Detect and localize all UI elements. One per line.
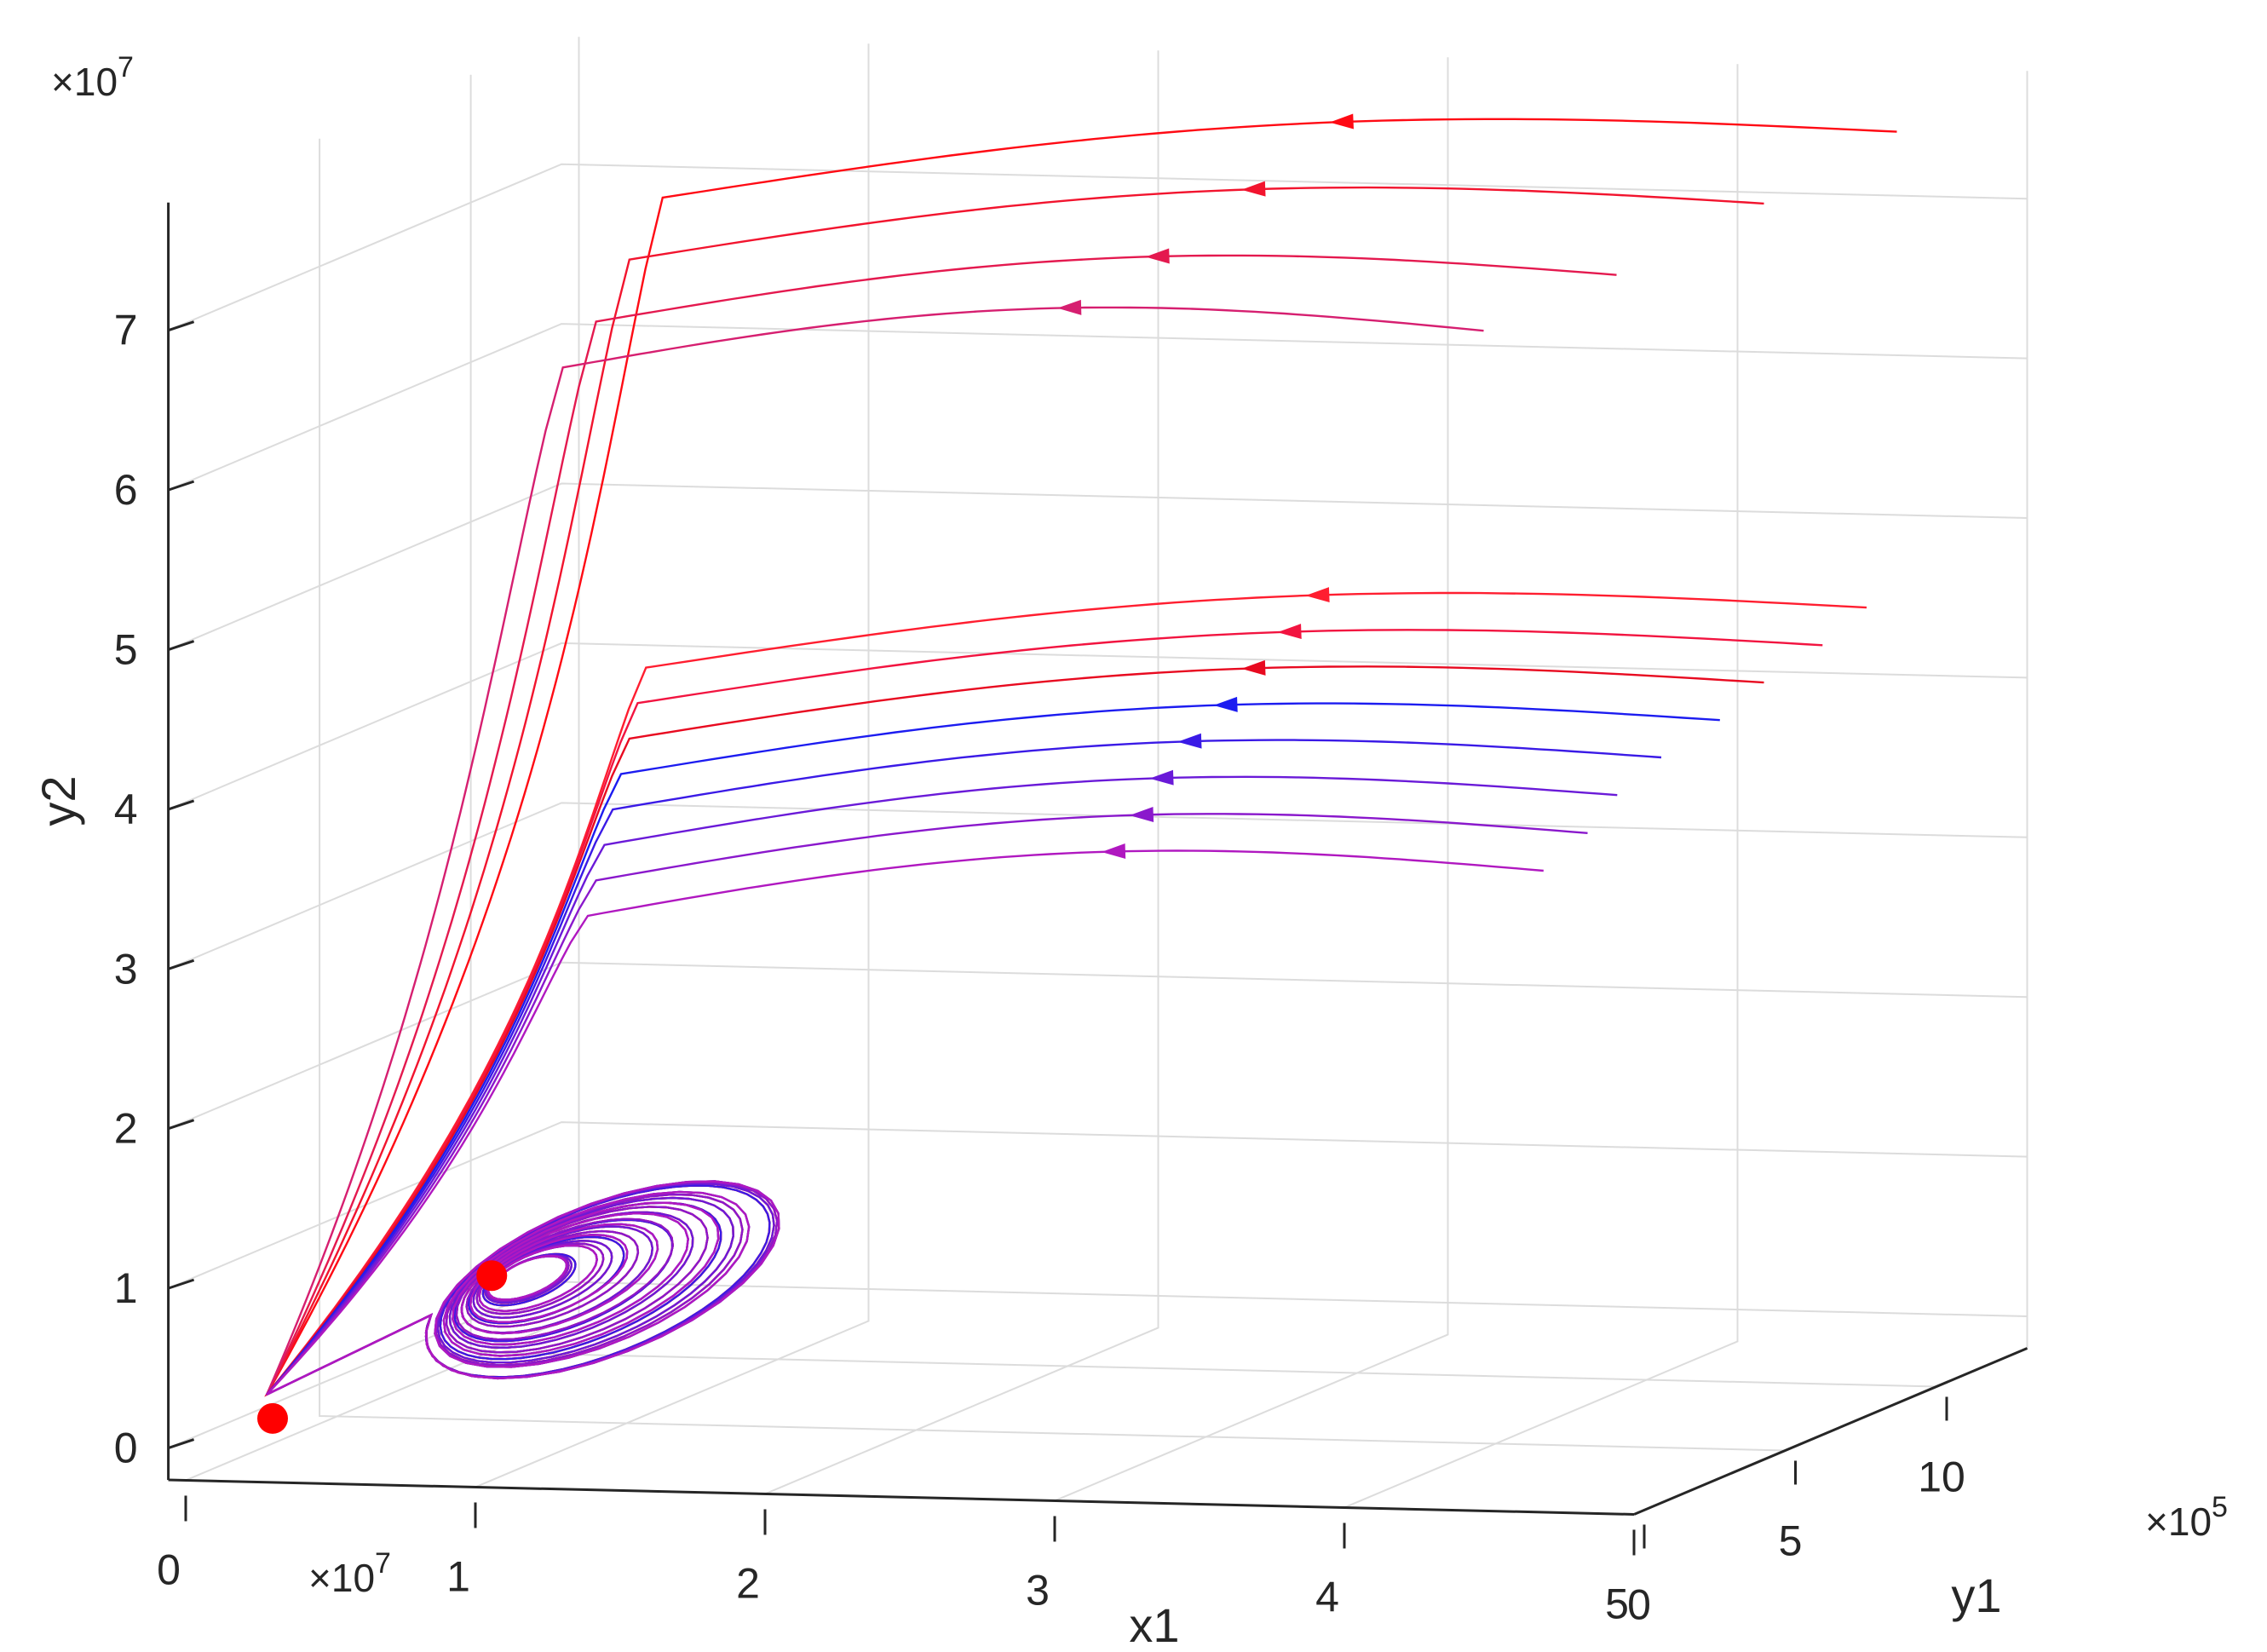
trajectory-9-path [266,739,1662,1396]
z-axis-label: y2 [32,775,85,826]
z-tick-label-1: 1 [114,1264,138,1312]
trajectory-11-path [266,813,1588,1396]
trajectory-10 [266,769,1618,1396]
trajectory-1 [264,113,1897,1397]
z-tick-label-3: 3 [114,945,138,993]
trajectory-6-arrow [1277,624,1302,640]
z-tick-label-7: 7 [114,307,138,354]
y-axis-line [1633,1347,2028,1516]
trajectory-3-path [264,254,1617,1397]
trajectory-2 [264,181,1764,1397]
x-tick-label-3: 3 [1026,1566,1050,1614]
trajectory-3-arrow [1145,248,1170,264]
x-tick-label-2: 2 [736,1559,760,1607]
y-tick-label-0: 0 [1627,1580,1651,1628]
z-axis-multiplier: ×107 [51,51,134,104]
z-tick-7 [168,320,195,332]
grid-line-x-1 [475,43,870,1488]
grid-line-y-0 [167,202,1635,1516]
z-tick-label-5: 5 [114,626,138,674]
trajectory-11-arrow [1129,807,1154,823]
grid-line-z-3 [168,802,2028,970]
z-tick-label-6: 6 [114,466,138,514]
trajectory-12-path [266,849,1544,1396]
trajectory-2-arrow [1241,181,1266,197]
trajectory-9-arrow [1177,733,1202,749]
y-axis-label: y1 [1951,1569,2001,1622]
trajectory-4 [264,299,1484,1397]
trajectory-2-path [264,186,1764,1397]
grid-line-z-4 [168,642,2028,810]
z-tick-4 [168,799,195,811]
grid-line-z-1 [168,1121,2028,1290]
trajectory-4-arrow [1057,299,1082,315]
x-axis-line [168,1478,1635,1516]
trajectory-9 [266,733,1662,1396]
trajectory-1-arrow [1329,113,1354,130]
x-tick-label-4: 4 [1315,1573,1339,1620]
z-tick-label-4: 4 [114,786,138,833]
grid-line-y-1 [319,138,1786,1452]
z-tick-3 [168,958,195,970]
z-tick-2 [168,1119,195,1131]
trajectory-10-arrow [1149,769,1174,786]
grid-line-x-2 [764,50,1159,1495]
x-tick-label-0: 0 [157,1546,181,1593]
grid-line-x-5 [1633,71,2028,1516]
series-layer [264,113,1897,1397]
x-tick-label-1: 1 [446,1552,470,1600]
interior-equilibrium-marker [476,1260,508,1292]
grid-line-x-3 [1054,57,1449,1502]
z-tick-1 [168,1278,195,1290]
grid-line-x-4 [1344,64,1739,1509]
trajectory-12-arrow [1101,843,1126,860]
trajectory-11 [266,807,1588,1396]
trajectory-12 [266,843,1544,1396]
z-tick-label-0: 0 [114,1425,138,1472]
z-tick-6 [168,480,195,492]
z-tick-0 [168,1438,195,1449]
origin-equilibrium-marker [257,1402,288,1434]
grid-line-y-2 [469,74,1937,1388]
grid-line-z-2 [168,961,2028,1130]
x-tick-label-5: 5 [1605,1580,1629,1627]
grid-line-z-5 [168,482,2028,651]
trajectory-5-arrow [1305,587,1330,603]
trajectory-7-arrow [1241,659,1266,676]
z-tick-5 [168,640,195,651]
y-axis-multiplier: ×105 [2145,1491,2228,1544]
marker-layer [257,1260,508,1434]
x-axis-label: x1 [1129,1598,1179,1652]
y-tick-label-2: 10 [1918,1453,1965,1500]
trajectory-8-arrow [1213,696,1238,712]
y-tick-label-1: 5 [1779,1517,1803,1564]
x-axis-multiplier: ×107 [308,1547,391,1600]
grid-line-z-6 [168,323,2028,492]
grid-line-z-7 [168,163,2028,331]
trajectory-10-path [266,775,1618,1396]
z-tick-label-2: 2 [114,1105,138,1153]
